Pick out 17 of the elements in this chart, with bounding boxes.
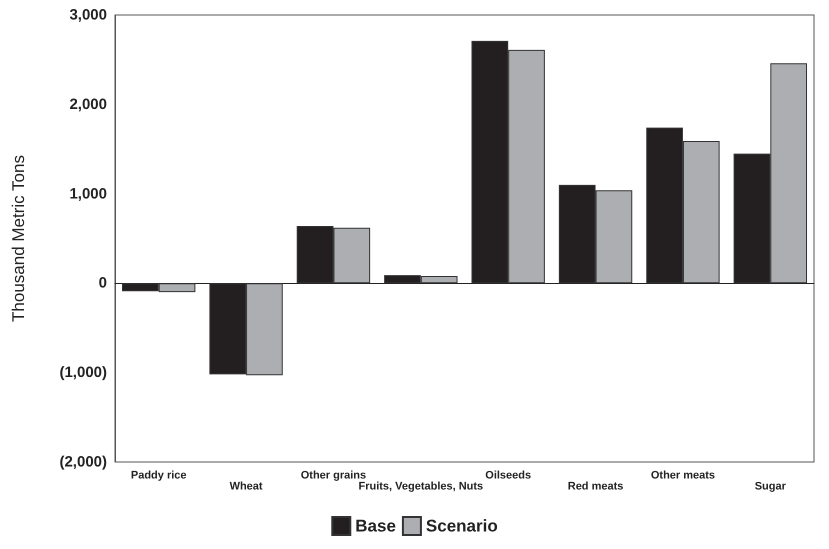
x-tick-label: Other meats bbox=[650, 470, 716, 482]
y-tick-label: (1,000) bbox=[59, 364, 107, 382]
y-tick-label: 3,000 bbox=[69, 6, 107, 24]
y-tick-label: (2,000) bbox=[59, 454, 107, 470]
x-tick-label: Sugar bbox=[754, 480, 787, 492]
legend-label: Scenario bbox=[426, 516, 498, 536]
y-axis-title: Thousand Metric Tons bbox=[9, 155, 28, 322]
x-tick-label: Fruits, Vegetables, Nuts bbox=[358, 480, 484, 492]
y-tick-label: 1,000 bbox=[69, 185, 107, 202]
x-tick-label: Wheat bbox=[230, 480, 263, 492]
x-tick-label: Other grains bbox=[300, 470, 366, 482]
y-tick-label: 2,000 bbox=[69, 96, 107, 113]
x-tick-label: Oilseeds bbox=[485, 470, 532, 482]
y-tick-label: 0 bbox=[98, 274, 107, 292]
x-tick-label: Red meats bbox=[568, 480, 624, 492]
legend-label: Base bbox=[355, 516, 396, 536]
x-tick-label: Paddy rice bbox=[130, 470, 187, 482]
